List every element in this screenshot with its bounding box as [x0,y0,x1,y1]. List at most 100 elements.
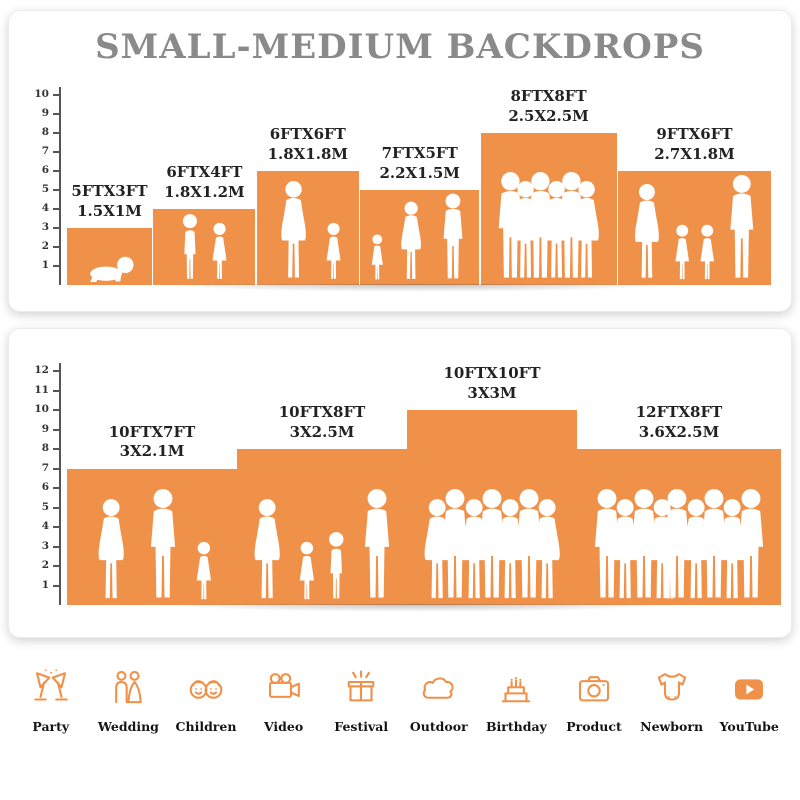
newborn-icon [657,673,686,701]
ruler-tick: 7 [42,145,61,157]
ruler-tick: 11 [34,384,61,396]
backdrop-size-label: 10FTX8FT 3X2.5M [279,403,366,442]
ruler-number: 3 [41,221,49,233]
girl-silhouette [700,224,714,280]
man-silhouette [443,193,463,279]
child-silhouette [329,532,344,599]
silhouette-group [360,192,479,282]
backdrop-item: 6FTX4FT 1.8X1.2M [153,163,256,285]
ruler-number: 4 [41,520,49,532]
category-label: YouTube [719,719,779,734]
category-label: Newborn [640,719,704,734]
size-m-label: 3X2.5M [289,422,355,441]
size-chart-medium: 1 2 3 4 5 6 7 8 9 10 11 12 10FTX7FT 3X2.1M 10FTX8FT 3X… [27,355,781,615]
category-party: Party [12,668,90,734]
category-label: Wedding [97,719,159,734]
ruler-number: 9 [41,107,49,119]
medium-backdrops-panel: 1 2 3 4 5 6 7 8 9 10 11 12 10FTX7FT 3X2.1M 10FTX8FT 3X… [8,328,792,638]
girl-silhouette [675,224,690,280]
category-label: Festival [334,719,389,734]
silhouette-group [257,179,359,282]
man-silhouette [516,489,541,598]
ruler-number: 3 [41,539,49,552]
ruler-tick: 12 [34,364,61,376]
outdoor-icon [422,677,454,699]
size-m-label: 3X3M [467,383,517,402]
size-ft-label: 6FTX4FT [166,163,243,181]
ruler-tick: 6 [42,164,61,176]
category-label: Video [263,719,304,734]
ruler-number: 2 [41,559,49,571]
party-icon [33,669,68,701]
size-m-label: 3.6X2.5M [638,422,720,441]
ruler-number: 1 [41,259,49,271]
silhouette-group [237,487,407,602]
ruler-tick: 1 [42,579,61,591]
category-product: Product [555,668,633,734]
ruler-number: 11 [34,383,49,396]
woman-silhouette [98,498,124,598]
backdrop-item: 8FTX8FT 2.5X2.5M [480,87,617,285]
ruler-tick: 3 [42,540,61,552]
wedding-icon [115,670,143,704]
ruler-tick: 7 [42,462,61,474]
ruler-number: 7 [41,461,49,474]
woman-silhouette [424,498,450,598]
ruler-number: 10 [34,403,49,415]
girl-silhouette [212,223,227,279]
category-newborn: Newborn [633,668,711,734]
woman-silhouette [574,181,600,278]
backdrop-size-label: 12FTX8FT 3.6X2.5M [636,403,723,442]
backdrop-block [67,228,152,285]
silhouette-group [481,170,617,282]
category-festival: Festival [322,668,400,734]
category-label: Product [566,719,622,734]
backdrop-item: 10FTX8FT 3X2.5M [237,403,407,605]
man-silhouette [730,174,754,278]
backdrop-size-label: 6FTX4FT 1.8X1.2M [164,163,244,202]
man-silhouette [702,489,727,598]
ruler-number: 6 [41,481,49,493]
children-icon [189,680,223,699]
man-silhouette [631,489,656,598]
ruler-tick: 9 [42,107,61,119]
man-silhouette [665,489,690,598]
ruler-number: 9 [41,422,49,435]
size-ft-label: 10FTX8FT [278,403,366,421]
backdrop-item: 7FTX5FT 2.2X1.5M [360,144,480,285]
woman-silhouette [254,498,280,598]
man-silhouette [479,489,505,598]
ruler-number: 8 [41,442,49,454]
baby-silhouette [90,256,134,282]
man-silhouette [738,489,764,598]
category-row: Party Wedding Children Video Festival Ou… [12,668,788,734]
girl-silhouette [371,234,384,280]
ruler-tick: 10 [34,88,61,100]
ruler-number: 12 [34,364,49,376]
ruler-tick: 4 [42,202,61,214]
category-video: Video [245,668,323,734]
category-wedding: Wedding [90,668,168,734]
child-silhouette [182,213,197,279]
ruler-tick: 2 [42,240,61,252]
size-ft-label: 10FTX7FT [108,422,196,441]
silhouette-group [67,487,237,602]
backdrop-size-label: 7FTX5FT 2.2X1.5M [379,144,459,183]
woman-silhouette [719,498,746,598]
backdrop-size-label: 5FTX3FT 1.5X1M [71,182,147,221]
ruler-number: 4 [41,202,49,214]
ruler-number: 2 [41,240,49,252]
ruler-axis: 1 2 3 4 5 6 7 8 9 10 [29,87,61,285]
page-title: SMALL-MEDIUM BACKDROPS [95,27,705,67]
ruler-number: 6 [41,164,49,176]
size-m-label: 2.7X1.8M [654,144,735,163]
backdrop-size-label: 9FTX6FT 2.7X1.8M [654,125,734,164]
silhouette-group [407,487,577,602]
backdrop-block [237,449,407,605]
size-m-label: 2.5X2.5M [508,106,589,125]
size-m-label: 1.8X1.2M [164,182,245,201]
ruler-axis: 1 2 3 4 5 6 7 8 9 10 11 12 [29,363,61,605]
ruler-tick: 9 [42,423,61,435]
man-silhouette [443,489,468,598]
ruler-tick: 3 [42,221,61,233]
